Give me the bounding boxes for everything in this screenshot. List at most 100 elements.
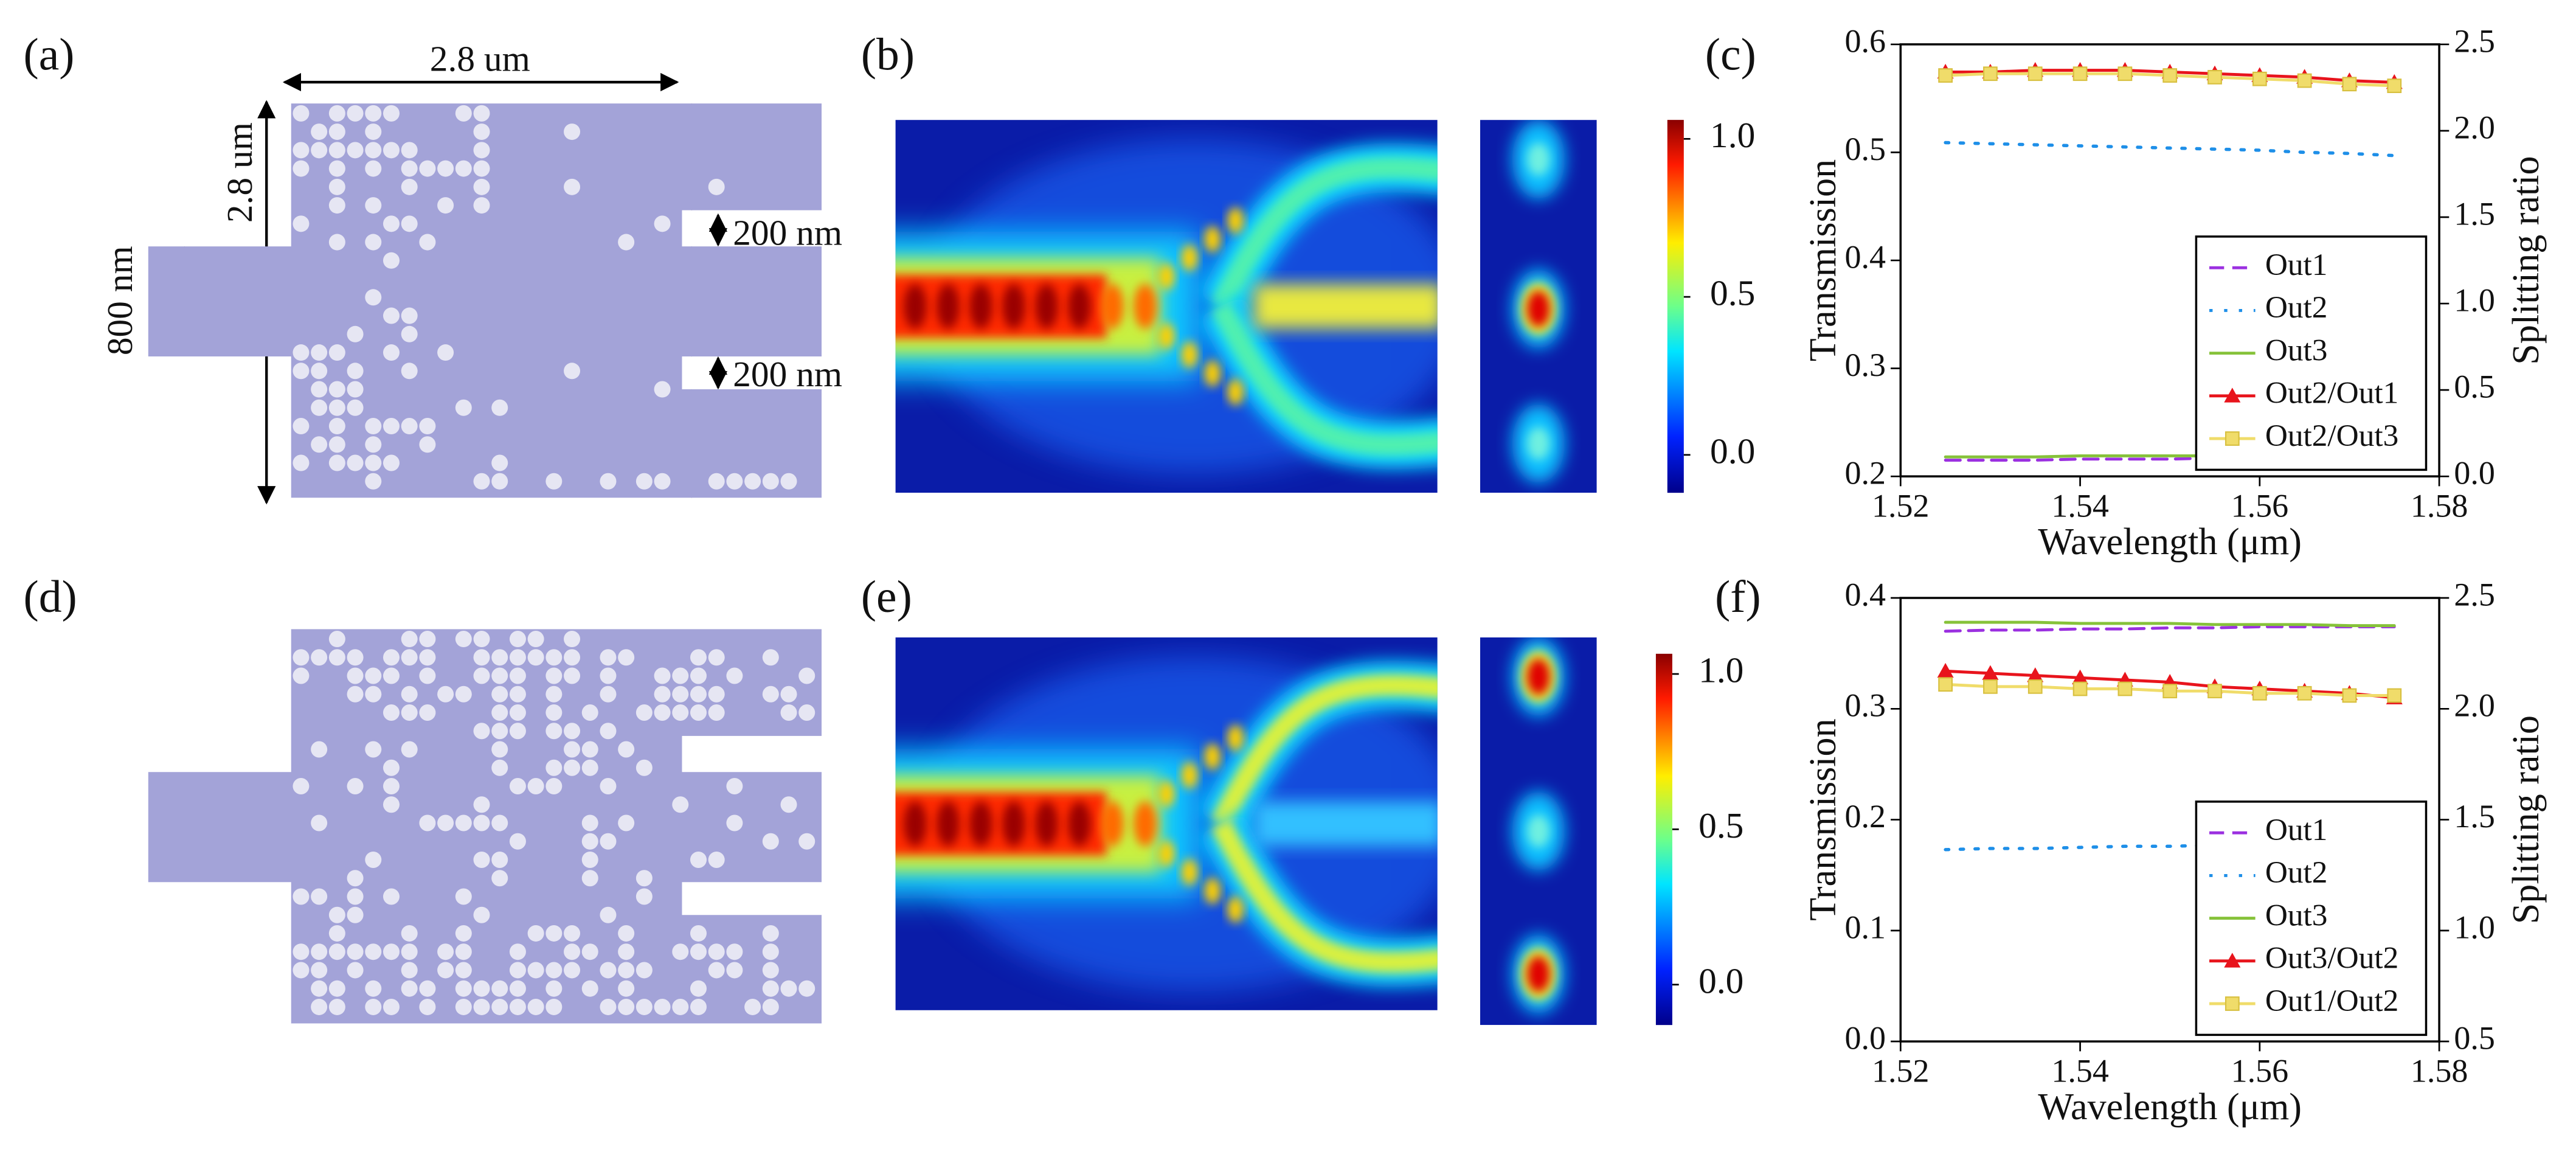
- hole: [545, 667, 563, 684]
- legend-label: Out2/Out3: [2265, 418, 2398, 453]
- hole: [328, 178, 345, 195]
- hole: [401, 649, 418, 666]
- beam-lobe: [1101, 801, 1124, 847]
- beam-lobe: [904, 801, 927, 847]
- hole: [708, 649, 725, 666]
- hole: [383, 704, 400, 721]
- hole: [564, 962, 581, 979]
- marker-square: [2225, 996, 2240, 1011]
- hole: [293, 363, 310, 380]
- hole: [491, 814, 508, 831]
- hole: [365, 160, 382, 177]
- hole: [311, 123, 328, 141]
- x-tick-label: 1.54: [2051, 488, 2109, 524]
- hole: [401, 704, 418, 721]
- hole: [347, 105, 364, 122]
- hole: [581, 759, 598, 776]
- hole: [293, 105, 310, 122]
- y-tick-label: 0.3: [1845, 347, 1886, 383]
- y2-tick-label: 2.0: [2454, 109, 2495, 145]
- field-map: [895, 120, 1438, 493]
- hole: [672, 667, 689, 684]
- series-line: [1944, 625, 2396, 633]
- y2-tick-label: 0.5: [2454, 369, 2495, 405]
- marker-triangle: [2027, 667, 2044, 682]
- hole: [401, 178, 418, 195]
- hole: [564, 123, 581, 141]
- hole: [383, 215, 400, 232]
- hole: [473, 723, 490, 740]
- hole: [618, 998, 635, 1015]
- hole: [293, 215, 310, 232]
- hole: [328, 123, 345, 141]
- hole: [600, 777, 617, 794]
- hole: [762, 473, 779, 490]
- marker-square: [2252, 686, 2267, 701]
- colorbar-tick-label: 0.5: [1710, 273, 1755, 313]
- hole: [635, 888, 653, 905]
- y2-tick-label: 1.5: [2454, 798, 2495, 835]
- marker-square: [1983, 679, 1998, 694]
- hole: [744, 473, 761, 490]
- hole: [473, 160, 490, 177]
- hole: [293, 649, 310, 666]
- beam-lobe: [937, 283, 960, 329]
- hole: [581, 741, 598, 758]
- hole: [509, 998, 526, 1015]
- hole: [311, 381, 328, 398]
- marker-square: [2117, 681, 2133, 696]
- hole: [545, 723, 563, 740]
- hole: [545, 962, 563, 979]
- marker-triangle: [1982, 665, 1999, 680]
- hole: [419, 160, 436, 177]
- marker-square: [1938, 677, 1953, 692]
- colorbar-tick-label: 0.0: [1698, 960, 1743, 1001]
- mode-spot-core: [1526, 142, 1550, 176]
- y-tick-label: 0.6: [1845, 23, 1886, 59]
- x-tick-label: 1.58: [2411, 1053, 2468, 1089]
- hole: [618, 234, 635, 251]
- hole: [509, 704, 526, 721]
- hole: [311, 980, 328, 997]
- hole: [654, 686, 671, 703]
- beam-lobe: [904, 283, 927, 329]
- hole: [365, 234, 382, 251]
- hole: [473, 631, 490, 648]
- hole: [365, 667, 382, 684]
- marker-square: [2387, 78, 2402, 93]
- hole: [455, 686, 472, 703]
- hole: [347, 454, 364, 471]
- hole: [726, 943, 743, 960]
- hole: [600, 723, 617, 740]
- y2-tick-label: 2.5: [2454, 23, 2495, 59]
- hole: [618, 814, 635, 831]
- center-arm: [1253, 283, 1438, 329]
- hole: [491, 723, 508, 740]
- y-tick-label: 0.4: [1845, 238, 1886, 275]
- x-axis-label: Wavelength (μm): [2038, 1086, 2302, 1128]
- hole: [527, 631, 544, 648]
- hole: [401, 363, 418, 380]
- hole: [419, 998, 436, 1015]
- hole: [455, 160, 472, 177]
- hole: [509, 667, 526, 684]
- field-map: [895, 637, 1438, 1010]
- hole: [726, 777, 743, 794]
- hole: [383, 454, 400, 471]
- hole: [654, 998, 671, 1015]
- marker-square: [2342, 77, 2357, 92]
- mode-spot-core: [1526, 956, 1550, 993]
- hole: [383, 998, 400, 1015]
- interference-spot: [1158, 263, 1175, 290]
- hole: [293, 160, 310, 177]
- hole: [293, 943, 310, 960]
- hole: [401, 943, 418, 960]
- marker-triangle: [2224, 953, 2241, 968]
- hole: [545, 777, 563, 794]
- hole: [618, 925, 635, 942]
- hole: [762, 649, 779, 666]
- interference-spot: [1181, 762, 1198, 789]
- marker-square: [2162, 68, 2178, 83]
- hole: [708, 178, 725, 195]
- beam-lobe: [1101, 283, 1124, 329]
